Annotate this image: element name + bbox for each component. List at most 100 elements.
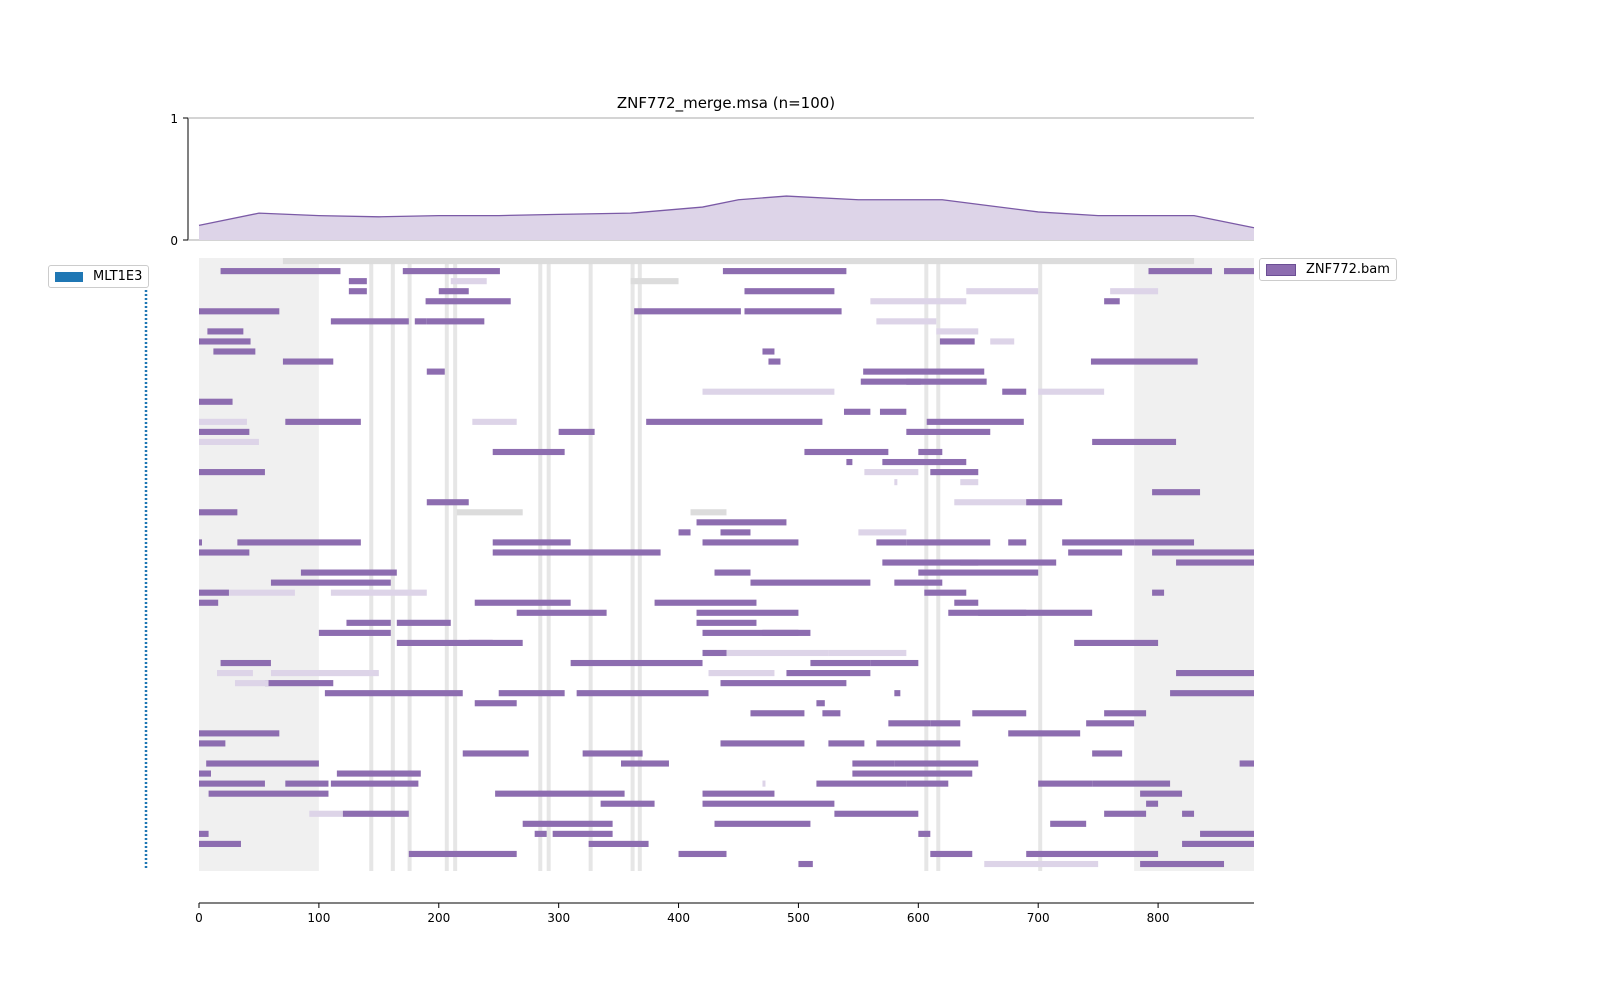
gap-column [407, 258, 412, 871]
segment [309, 810, 343, 817]
segment [206, 760, 319, 767]
segment [894, 760, 979, 767]
segment [870, 298, 967, 305]
segment [926, 418, 1024, 425]
segment [702, 539, 799, 546]
segment [960, 479, 979, 486]
segment [330, 780, 419, 787]
segment [906, 428, 991, 435]
segment [834, 810, 919, 817]
x-tick-label: 300 [547, 911, 570, 925]
gap-column [453, 258, 458, 871]
segment [396, 619, 451, 626]
segment [702, 629, 799, 636]
segment [876, 318, 937, 325]
segment [804, 448, 889, 456]
legend-left: MLT1E3 [48, 265, 150, 288]
segment [768, 358, 781, 365]
segment [199, 469, 265, 476]
segment [492, 539, 571, 546]
gap-column [630, 258, 635, 871]
segment [348, 288, 367, 295]
segment [426, 368, 445, 375]
segment [588, 840, 649, 847]
segment [702, 649, 727, 657]
segment [199, 428, 250, 435]
segment [810, 659, 871, 667]
segment [762, 629, 811, 636]
segment [1008, 539, 1027, 546]
segment [744, 308, 842, 315]
segment [1092, 780, 1171, 787]
segment [1140, 790, 1183, 797]
segment [888, 720, 931, 727]
segment [816, 780, 907, 787]
segment [199, 418, 247, 425]
segment [1092, 438, 1177, 446]
coverage-line [198, 195, 1255, 229]
segment [930, 850, 973, 858]
segment [1110, 288, 1159, 295]
segment [984, 860, 1099, 868]
segment [696, 609, 799, 616]
segment [846, 458, 853, 466]
segment [894, 479, 898, 486]
segment [863, 368, 985, 375]
segment [690, 509, 727, 516]
segment [1008, 730, 1081, 737]
segment [576, 690, 709, 697]
segment [425, 298, 511, 305]
segment [1134, 539, 1195, 546]
segment [492, 448, 565, 456]
segment [720, 680, 847, 687]
segment [924, 589, 967, 596]
segment [270, 670, 379, 677]
segment [348, 278, 367, 285]
segment [318, 629, 391, 636]
segment [744, 288, 835, 295]
segment [894, 690, 901, 697]
segment [906, 780, 949, 787]
segment [213, 348, 256, 355]
segment [1152, 589, 1165, 596]
segment [918, 448, 943, 456]
segment [450, 278, 487, 285]
segment [534, 830, 547, 837]
segment [199, 589, 229, 596]
segment [1002, 388, 1027, 395]
x-tick-label: 0 [195, 911, 203, 925]
segment [474, 700, 517, 707]
segment [1068, 549, 1123, 556]
segment [816, 700, 825, 707]
segment [498, 690, 565, 697]
gap-column [637, 258, 642, 871]
segment [906, 539, 991, 546]
segment [630, 278, 679, 285]
segment [1224, 268, 1254, 275]
segment [720, 529, 751, 536]
segment [426, 499, 469, 506]
segment [930, 469, 979, 476]
segment [336, 770, 421, 777]
x-tick-label: 500 [787, 911, 810, 925]
segment [552, 830, 613, 837]
segment [750, 710, 805, 717]
segment [199, 780, 265, 787]
segment [1026, 850, 1159, 858]
segment [654, 599, 757, 606]
segment [1086, 720, 1135, 727]
segment [1050, 820, 1087, 827]
segment [199, 539, 202, 546]
segment [1090, 358, 1198, 365]
segment [702, 388, 835, 395]
x-tick-label: 700 [1027, 911, 1050, 925]
segment [1170, 690, 1254, 697]
segment [762, 348, 775, 355]
legend-swatch [1266, 263, 1296, 276]
segment [966, 288, 1039, 295]
segment [582, 750, 643, 757]
legend-right: ZNF772.bam [1259, 258, 1397, 281]
segment [822, 710, 841, 717]
segment [936, 328, 979, 335]
